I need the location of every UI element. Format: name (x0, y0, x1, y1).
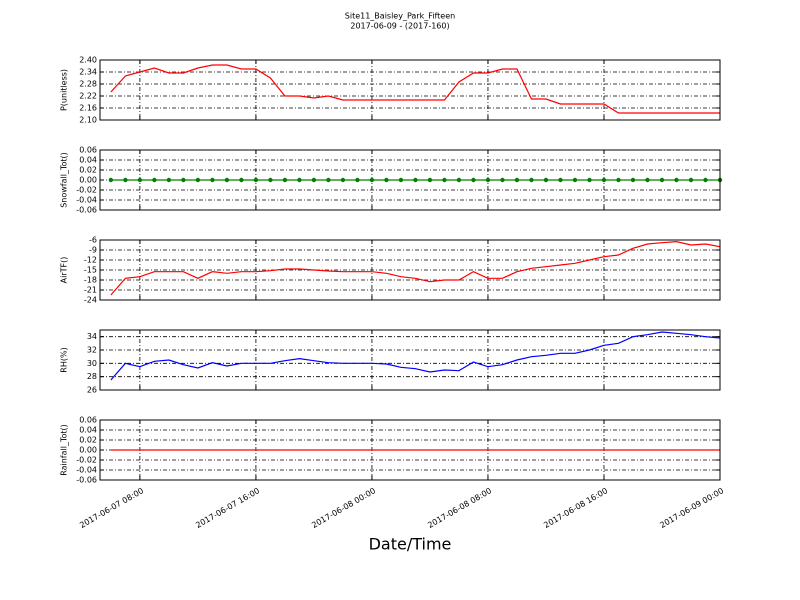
y-tick-label: 2.28 (79, 80, 97, 89)
y-tick-label: -0.04 (76, 466, 97, 475)
data-point (181, 177, 186, 183)
y-tick-label: 32 (87, 346, 97, 355)
y-tick-label: 28 (87, 372, 97, 381)
y-tick-label: -24 (84, 296, 97, 305)
data-point (529, 177, 534, 183)
data-point (108, 177, 114, 183)
data-point (587, 177, 592, 183)
data-point (601, 177, 607, 183)
data-point (616, 177, 621, 183)
y-tick-label: -0.06 (76, 476, 97, 485)
y-tick-label: 0.00 (79, 446, 97, 455)
y-tick-label: 0.02 (79, 166, 97, 175)
data-point (471, 177, 476, 183)
y-tick-label: 2.34 (79, 68, 97, 77)
y-tick-label: 0.02 (79, 436, 97, 445)
y-tick-label: 2.10 (79, 116, 97, 125)
plot-frame (99, 149, 721, 211)
y-tick-label: 30 (87, 359, 97, 368)
data-point (456, 177, 462, 183)
data-point (268, 177, 273, 183)
data-line (110, 64, 720, 114)
data-point (311, 177, 317, 183)
y-tick-label: -0.02 (76, 186, 97, 195)
data-point (369, 177, 375, 183)
data-point (253, 177, 259, 183)
data-point (297, 177, 302, 183)
data-point (166, 177, 172, 183)
data-point (210, 177, 215, 183)
y-axis-label: P(unitless) (60, 69, 69, 111)
data-point (500, 177, 505, 183)
y-tick-label: -12 (84, 256, 97, 265)
y-axis-label: Rainfall_Tot() (60, 424, 69, 476)
data-point (355, 177, 360, 183)
y-tick-label: -6 (89, 236, 97, 245)
data-point (413, 177, 418, 183)
data-point (398, 177, 404, 183)
data-point (195, 177, 201, 183)
data-point (326, 177, 331, 183)
data-point (659, 177, 665, 183)
y-tick-label: 0.04 (79, 426, 97, 435)
y-axis-label: AirTF() (60, 257, 69, 284)
y-tick-label: 26 (87, 386, 97, 395)
data-point (703, 177, 708, 183)
y-tick-label: 2.22 (79, 92, 97, 101)
y-tick-label: 0.06 (79, 416, 97, 425)
chart-subtitle: 2017-06-09 - (2017-160) (350, 22, 449, 31)
data-line (110, 241, 721, 296)
data-point (558, 177, 563, 183)
data-point (340, 177, 346, 183)
plot-frame (99, 239, 721, 301)
chart-title: Site11_Baisley_Park_Fifteen (345, 12, 455, 21)
data-point (427, 177, 433, 183)
data-point (630, 177, 636, 183)
data-point (543, 177, 549, 183)
data-point (239, 177, 244, 183)
data-line (110, 331, 721, 381)
y-tick-label: 2.40 (79, 56, 97, 65)
data-point (384, 177, 389, 183)
data-point (137, 177, 143, 183)
y-tick-label: -9 (89, 246, 97, 255)
data-point (152, 177, 157, 183)
data-point (688, 177, 694, 183)
plot-frame (99, 329, 721, 391)
y-tick-label: -15 (84, 266, 97, 275)
y-tick-label: 0.06 (79, 146, 97, 155)
data-point (224, 177, 230, 183)
data-point (674, 177, 679, 183)
data-point (282, 177, 288, 183)
plot-frame (99, 419, 721, 481)
y-tick-label: -0.04 (76, 196, 97, 205)
y-tick-label: -0.02 (76, 456, 97, 465)
y-axis-label: RH(%) (60, 347, 69, 372)
data-point (123, 177, 128, 183)
y-tick-label: 0.04 (79, 156, 97, 165)
y-tick-label: -18 (84, 276, 97, 285)
data-point (645, 177, 650, 183)
plot-frame (99, 59, 721, 121)
data-point (442, 177, 447, 183)
y-tick-label: 0.00 (79, 176, 97, 185)
y-tick-label: -0.06 (76, 206, 97, 215)
y-tick-label: -21 (84, 286, 97, 295)
x-axis-label: Date/Time (369, 535, 452, 554)
y-axis-label: Snowfall_Tot() (60, 152, 69, 208)
data-point (514, 177, 520, 183)
y-tick-label: 34 (87, 332, 97, 341)
data-point (485, 177, 491, 183)
data-point (572, 177, 578, 183)
y-tick-label: 2.16 (79, 104, 97, 113)
